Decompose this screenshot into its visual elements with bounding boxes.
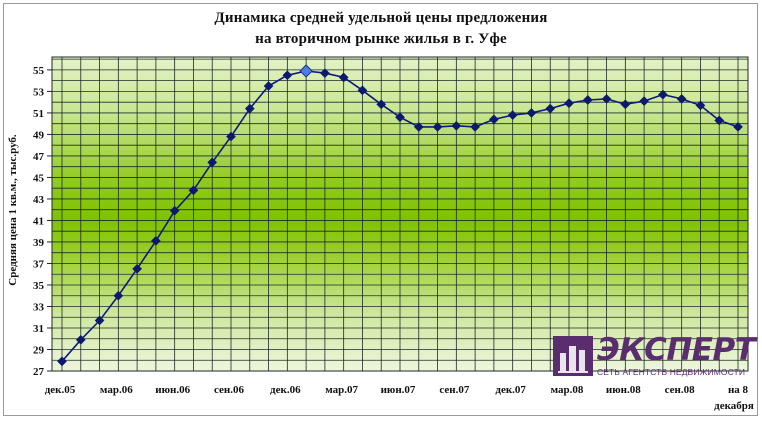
data-point [207, 157, 218, 168]
y-tick-label: 49 [33, 129, 45, 141]
data-point [357, 85, 368, 96]
plot-border [51, 56, 749, 372]
x-tick-label: июн.08 [606, 384, 641, 396]
data-point [75, 334, 86, 345]
data-point [113, 290, 124, 301]
y-tick-label: 53 [33, 86, 45, 98]
x-tick-label: июн.06 [155, 384, 190, 396]
chart-title-line2: на вторичном рынке жилья в г. Уфе [255, 31, 507, 47]
data-point [451, 120, 462, 131]
y-tick-label: 37 [33, 258, 45, 270]
x-tick-label: мар.08 [551, 384, 584, 396]
data-point [282, 70, 293, 81]
grid-lines [52, 57, 748, 371]
data-point [188, 185, 199, 196]
data-point [395, 112, 405, 123]
data-point [94, 315, 105, 326]
logo-subtitle: СЕТЬ АГЕНТСТВ НЕДВИЖИМОСТИ [597, 367, 746, 377]
data-point [150, 235, 161, 246]
data-point [564, 98, 574, 109]
x-tick-label: мар.07 [325, 384, 358, 396]
x-tick-label: мар.06 [100, 384, 133, 396]
y-tick-label: 27 [33, 366, 45, 378]
y-tick-label: 41 [33, 215, 44, 227]
data-point [376, 99, 387, 110]
data-point [338, 72, 349, 83]
data-point [432, 121, 443, 132]
data-point [733, 121, 743, 132]
y-tick-label: 33 [33, 301, 45, 313]
y-tick-label: 55 [33, 65, 45, 77]
data-point [169, 205, 180, 216]
data-point [319, 68, 330, 79]
y-tick-label: 31 [33, 323, 44, 335]
data-point [526, 107, 537, 118]
x-tick-label: сен.06 [214, 384, 244, 396]
data-point [676, 93, 687, 104]
highlighted-data-point [299, 64, 313, 78]
data-point [263, 81, 274, 91]
y-tick-label: 29 [33, 344, 45, 356]
x-tick-label: сен.07 [439, 384, 469, 396]
y-tick-label: 39 [33, 237, 45, 249]
data-point [545, 103, 556, 114]
data-point [657, 89, 668, 100]
x-tick-label: декабря [714, 400, 754, 412]
logo-wordmark: ЭКСПЕРТ [597, 332, 756, 368]
logo-building-icon [553, 336, 593, 376]
data-point [226, 131, 236, 142]
data-point [132, 263, 143, 274]
x-tick-label: июн.07 [381, 384, 416, 396]
y-axis-ticks: 27 29 31 33 35 37 39 41 43 45 47 49 51 53 55 [33, 65, 52, 378]
x-tick-label: дек.07 [495, 384, 526, 396]
y-tick-label: 43 [33, 194, 45, 206]
y-tick-label: 47 [33, 151, 45, 163]
x-tick-label: дек.05 [45, 384, 76, 396]
x-axis-ticks: дек.05 мар.06 июн.06 сен.06 дек.06 мар.07 июн.… [45, 384, 754, 412]
data-point [488, 114, 499, 125]
data-point [57, 356, 67, 367]
series-markers [57, 64, 743, 367]
data-point [695, 100, 706, 111]
data-point [601, 93, 612, 104]
expert-logo: ЭКСПЕРТ СЕТЬ АГЕНТСТВ НЕДВИЖИМОСТИ [553, 332, 756, 378]
y-tick-label: 45 [33, 172, 45, 184]
x-tick-label: дек.06 [270, 384, 301, 396]
x-tick-label: на 8 [728, 384, 749, 396]
data-point [413, 121, 424, 132]
data-point [639, 96, 650, 107]
data-point [714, 115, 725, 126]
chart-title-line1: Динамика средней удельной цены предложен… [214, 10, 548, 26]
x-tick-label: сен.08 [665, 384, 695, 396]
y-tick-label: 35 [33, 280, 45, 292]
data-point [582, 95, 593, 105]
data-point [620, 99, 631, 110]
data-point [507, 110, 518, 121]
data-point [470, 121, 481, 132]
y-tick-label: 51 [33, 108, 44, 120]
data-point [244, 103, 255, 114]
